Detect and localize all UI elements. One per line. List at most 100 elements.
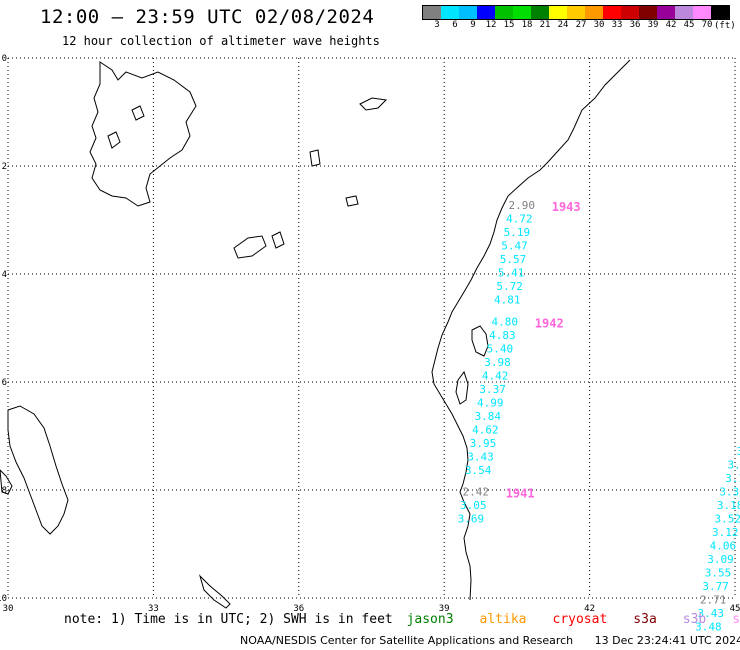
x-tick-label: 30 [3,604,14,614]
legend-swatch [639,6,657,19]
zanzibar-island [471,325,489,357]
legend-label: 30 [593,20,605,30]
x-tick-label: 39 [439,604,450,614]
swh-value: 3.84 [475,410,502,423]
legend-swatch [567,6,585,19]
y-tick-label: -8 [0,486,7,496]
legend-swatch [531,6,549,19]
legend-label: 45 [683,20,695,30]
legend-swatch [657,6,675,19]
legend-swatch [477,6,495,19]
x-tick-label: 42 [584,604,595,614]
legend-label: 70 [701,20,713,30]
small-lake-a [233,235,267,259]
legend-label: 24 [557,20,569,30]
legend-label: 33 [611,20,623,30]
legend-swatch [711,6,729,19]
legend-swatch [495,6,513,19]
swh-value: 4.72 [506,213,533,226]
page-subtitle: 12 hour collection of altimeter wave hei… [62,34,380,48]
legend-label: 27 [575,20,587,30]
satellite-legend-item: s3b [682,612,707,627]
small-lake-c [359,97,388,111]
mainland-coastline [431,59,631,601]
swh-value: 3.05 [460,499,487,512]
x-tick-label: 36 [293,604,304,614]
swh-value: 4.62 [472,423,499,436]
mafia-island [455,370,469,405]
footer-timestamp: 13 Dec 23:24:41 UTC 2024 [594,634,740,647]
legend-swatch [693,6,711,19]
lake-southwest [0,469,13,495]
swh-value: 2.90 [508,199,535,212]
swh-value: 4.83 [489,329,516,342]
swh-value: 5.19 [504,226,531,239]
axis-labels: 30 33 36 39 42 45 0 -2 -4 -6 -8 -10 [0,54,740,614]
swh-value: 3.12 [712,526,739,539]
swh-value: 3.37 [479,383,506,396]
legend-label: 12 [485,20,497,30]
note-text: note: 1) Time is in UTC; 2) SWH is in fe… [64,612,393,627]
legend-label: 42 [665,20,677,30]
y-tick-label: -2 [0,162,7,172]
swh-value: 2.42 [462,485,489,498]
swh-value: 4.42 [482,369,509,382]
swh-value: 3.52 [714,512,740,525]
swh-value: 4.81 [494,294,521,307]
footer-credit: NOAA/NESDIS Center for Satellite Applica… [240,634,574,647]
legend-unit: (ft) [714,21,736,31]
swh-value: 3.43 [698,607,725,620]
legend-swatch [513,6,531,19]
lat-lon-grid [7,57,736,599]
coastline [0,59,631,609]
satellite-legend-item: s3a [633,612,657,627]
legend-label: 36 [629,20,641,30]
legend-swatch [459,6,477,19]
x-tick-label: 45 [730,604,740,614]
swh-value: 5.47 [501,240,528,253]
satellite-list: jason3 altika cryosat s3a s3b swot [407,612,740,627]
legend-swatches [422,5,730,20]
swh-value: 3.77 [702,580,729,593]
legend-swatch [675,6,693,19]
swh-value: 5.41 [498,267,525,280]
legend-swatch [603,6,621,19]
swh-value: 4.06 [710,539,737,552]
legend-swatch [585,6,603,19]
small-lake-e [345,195,359,207]
swh-value: 4.99 [477,396,504,409]
swh-value: 3.6 [727,458,740,471]
footer: NOAA/NESDIS Center for Satellite Applica… [240,634,740,647]
legend-swatch [549,6,567,19]
swh-value: 5.72 [496,280,523,293]
legend-label: 9 [470,20,476,30]
swh-value: 5.57 [500,253,527,266]
swh-value: 3.98 [484,356,511,369]
swh-value: 3.48 [695,620,722,633]
swh-value: 3.18 [717,499,740,512]
lake-island-2 [131,105,145,121]
swh-value: 3.95 [470,437,497,450]
track-time-label: 1941 [506,486,535,500]
swh-value: 5.40 [487,342,514,355]
swh-value: 3 [737,445,740,458]
small-lake-d [309,149,321,167]
swh-value: 3.55 [705,566,732,579]
swh-value: 4.80 [492,315,519,328]
swh-value: 3.54 [465,464,492,477]
legend-label: 21 [539,20,551,30]
color-legend: 3 6 9 12 15 18 21 24 27 30 33 36 39 42 45 70 (ft) [422,5,736,31]
swh-value: 3.09 [707,553,734,566]
swh-value: 3.69 [458,512,485,525]
page-title: 12:00 – 23:59 UTC 02/08/2024 [40,6,375,28]
legend-swatch [423,6,441,19]
legend-label: 18 [521,20,533,30]
swh-value: 3.1 [725,472,740,485]
legend-swatch [621,6,639,19]
legend-labels: 3 6 9 12 15 18 21 24 27 30 33 36 39 42 45 70 [428,20,730,30]
altimeter-tracks: 2.904.725.195.475.575.415.724.81 1943 4.80… [458,199,740,633]
y-tick-label: -4 [0,270,7,280]
swh-value: 2.71 [700,593,727,606]
lake-malawi [7,405,69,535]
